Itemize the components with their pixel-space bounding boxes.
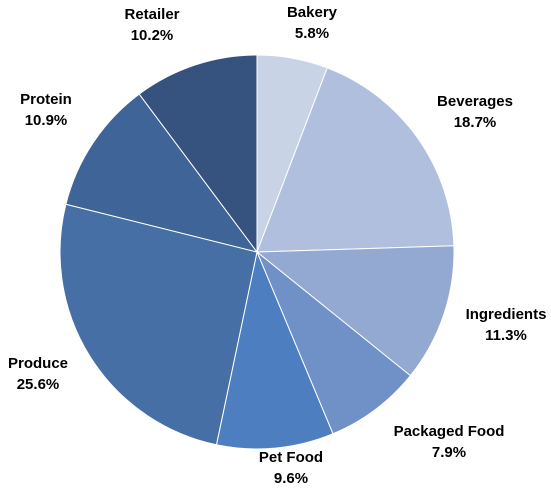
pie-label-category: Bakery xyxy=(287,4,338,21)
pie-label-value: 25.6% xyxy=(17,376,60,393)
pie-label-value: 5.8% xyxy=(295,25,329,42)
pie-label-retailer: Retailer 10.2% xyxy=(124,6,179,44)
pie-slice-retailer xyxy=(138,54,258,254)
pie-label-produce: Produce 25.6% xyxy=(8,355,68,393)
pie-label-value: 9.6% xyxy=(274,470,308,487)
pie-slice-beverages xyxy=(256,67,455,253)
pie-slice-pet-food xyxy=(215,250,334,450)
pie-slice-produce xyxy=(59,203,258,446)
pie-label-ingredients: Ingredients 11.3% xyxy=(466,306,547,344)
pie-label-protein: Protein 10.9% xyxy=(20,91,72,129)
pie-label-pet-food: Pet Food 9.6% xyxy=(259,449,323,487)
pie-label-category: Pet Food xyxy=(259,449,323,466)
pie-slice-protein xyxy=(65,93,259,253)
pie-label-value: 18.7% xyxy=(454,114,497,131)
pie-label-category: Packaged Food xyxy=(394,423,505,440)
pie-label-category: Produce xyxy=(8,355,68,372)
pie-label-value: 10.2% xyxy=(131,27,174,44)
pie-label-value: 7.9% xyxy=(432,444,466,461)
pie-label-category: Protein xyxy=(20,91,72,108)
pie-label-category: Retailer xyxy=(124,6,179,23)
pie-slice-packaged-food xyxy=(256,251,412,435)
pie-label-category: Ingredients xyxy=(466,306,547,323)
pie-slice-ingredients xyxy=(255,245,455,377)
pie-label-bakery: Bakery 5.8% xyxy=(287,4,338,42)
pie-labels: Bakery 5.8% Beverages 18.7% Ingredients 11.3%… xyxy=(8,4,546,487)
pie-slices xyxy=(59,54,455,450)
pie-label-packaged-food: Packaged Food 7.9% xyxy=(394,423,505,461)
pie-label-value: 10.9% xyxy=(25,112,68,129)
pie-label-category: Beverages xyxy=(437,93,513,110)
pie-label-beverages: Beverages 18.7% xyxy=(437,93,513,131)
pie-label-value: 11.3% xyxy=(485,327,527,344)
